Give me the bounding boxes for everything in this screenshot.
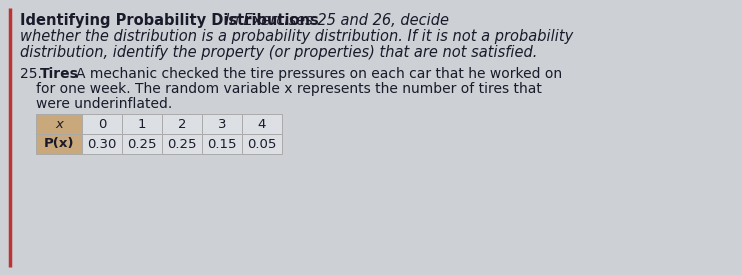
Text: distribution, identify the property (or properties) that are not satisfied.: distribution, identify the property (or …: [20, 45, 537, 60]
Text: In Exercises 25 and 26, decide: In Exercises 25 and 26, decide: [216, 13, 449, 28]
Bar: [82, 114, 122, 134]
Text: 0.05: 0.05: [247, 138, 277, 150]
Bar: [242, 114, 282, 134]
Text: 1: 1: [138, 117, 146, 131]
Text: 25.: 25.: [20, 67, 42, 81]
Bar: [162, 134, 202, 154]
Bar: [162, 114, 202, 134]
Text: for one week. The random variable x represents the number of tires that: for one week. The random variable x repr…: [36, 82, 542, 96]
Text: 0: 0: [98, 117, 106, 131]
Text: P(x): P(x): [44, 138, 74, 150]
Text: whether the distribution is a probability distribution. If it is not a probabili: whether the distribution is a probabilit…: [20, 29, 574, 44]
Bar: [122, 134, 162, 154]
Bar: [202, 134, 242, 154]
Text: 0.30: 0.30: [88, 138, 116, 150]
Text: 0.25: 0.25: [167, 138, 197, 150]
Text: x: x: [55, 117, 63, 131]
Text: were underinflated.: were underinflated.: [36, 97, 172, 111]
Text: A mechanic checked the tire pressures on each car that he worked on: A mechanic checked the tire pressures on…: [76, 67, 562, 81]
Bar: [242, 134, 282, 154]
Bar: [36, 134, 82, 154]
Bar: [122, 114, 162, 134]
Text: 4: 4: [257, 117, 266, 131]
Bar: [82, 134, 122, 154]
Bar: [36, 114, 82, 134]
Text: Identifying Probability Distributions: Identifying Probability Distributions: [20, 13, 319, 28]
Text: 0.25: 0.25: [127, 138, 157, 150]
Text: 0.15: 0.15: [207, 138, 237, 150]
Text: Tires: Tires: [40, 67, 79, 81]
Text: 2: 2: [178, 117, 186, 131]
Bar: [202, 114, 242, 134]
Text: 3: 3: [217, 117, 226, 131]
